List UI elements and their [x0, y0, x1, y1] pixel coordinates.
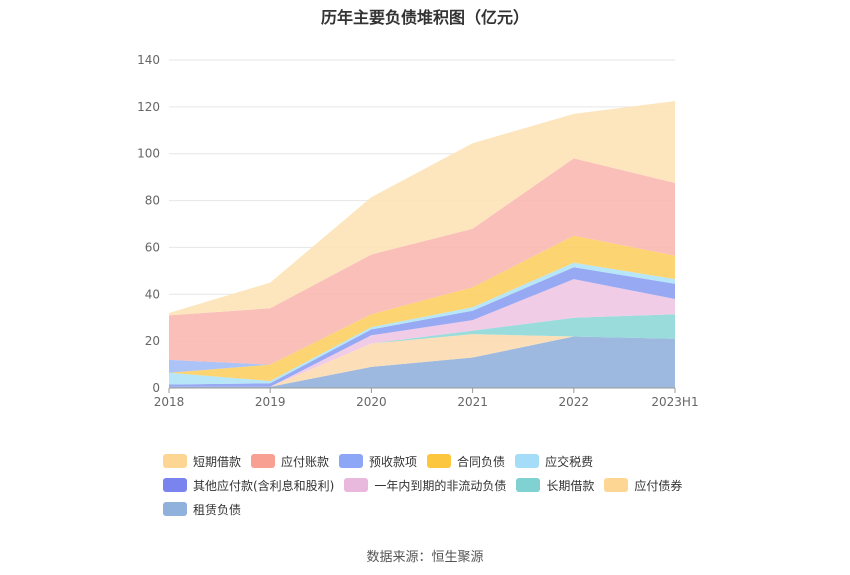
- legend-row: 租赁负债: [163, 497, 723, 521]
- legend-row: 短期借款 应付账款 预收款项 合同负债 应交税费: [163, 449, 723, 473]
- y-tick-label: 100: [137, 147, 160, 161]
- legend-label: 应付账款: [281, 454, 330, 469]
- legend-row: 其他应付款(含利息和股利) 一年内到期的非流动负债 长期借款 应付债券: [163, 473, 723, 497]
- y-tick-label: 20: [145, 334, 160, 348]
- legend-swatch: [163, 454, 187, 468]
- x-tick-label: 2022: [559, 395, 590, 409]
- area-短期借款: [169, 101, 675, 316]
- legend-label: 合同负债: [457, 454, 506, 469]
- x-tick-label: 2018: [154, 395, 185, 409]
- legend-item[interactable]: 租赁负债: [163, 501, 241, 518]
- legend-item[interactable]: 其他应付款(含利息和股利): [163, 477, 334, 494]
- y-tick-label: 40: [145, 287, 160, 301]
- legend-label: 长期借款: [546, 478, 595, 493]
- legend-item[interactable]: 应交税费: [515, 453, 593, 470]
- y-tick-label: 0: [152, 381, 160, 395]
- legend-label: 一年内到期的非流动负债: [374, 478, 507, 493]
- legend-label: 应付债券: [634, 478, 683, 493]
- area-长期借款: [169, 314, 675, 387]
- y-tick-label: 140: [137, 53, 160, 67]
- area-一年内到期的非流动负债: [169, 279, 675, 387]
- legend-swatch: [163, 502, 187, 516]
- legend-swatch: [339, 454, 364, 468]
- area-合同负债: [169, 235, 675, 381]
- y-tick-label: 60: [145, 240, 160, 254]
- legend: 短期借款 应付账款 预收款项 合同负债 应交税费其他应付款(含利息和股利) 一年内到期的非…: [163, 449, 723, 521]
- legend-item[interactable]: 应付账款: [251, 453, 329, 470]
- area-应付债券: [169, 334, 675, 387]
- legend-label: 租赁负债: [193, 502, 242, 517]
- y-tick-label: 80: [145, 194, 160, 208]
- legend-swatch: [516, 478, 541, 492]
- legend-swatch: [163, 478, 187, 492]
- axes: 0 20 40 60 80 100 120 140 2018 2019 2020 2021 2022 20…: [137, 53, 699, 409]
- x-tick-label: 2021: [457, 395, 488, 409]
- data-source: 数据来源：恒生聚源: [366, 550, 484, 565]
- legend-item[interactable]: 一年内到期的非流动负债: [344, 477, 506, 494]
- area-应交税费: [169, 262, 675, 385]
- legend-label: 应交税费: [545, 454, 594, 469]
- legend-item[interactable]: 预收款项: [339, 453, 417, 470]
- legend-item[interactable]: 长期借款: [516, 477, 594, 494]
- legend-item[interactable]: 短期借款: [163, 453, 241, 470]
- legend-swatch: [515, 454, 540, 468]
- legend-swatch: [427, 454, 452, 468]
- chart-title: 历年主要负债堆积图（亿元）: [320, 8, 529, 27]
- legend-label: 其他应付款(含利息和股利): [193, 478, 335, 493]
- legend-swatch: [344, 478, 369, 492]
- legend-swatch: [604, 478, 629, 492]
- x-tick-label: 2020: [356, 395, 387, 409]
- area-应付账款: [169, 158, 675, 365]
- legend-label: 预收款项: [369, 454, 418, 469]
- legend-swatch: [251, 454, 276, 468]
- legend-item[interactable]: 应付债券: [604, 477, 682, 494]
- legend-label: 短期借款: [193, 454, 242, 469]
- area-series: [169, 101, 675, 388]
- area-其他应付款(含利息和股利): [169, 267, 675, 387]
- legend-item[interactable]: 合同负债: [427, 453, 505, 470]
- area-租赁负债: [169, 336, 675, 388]
- y-tick-label: 120: [137, 100, 160, 114]
- x-tick-label: 2023H1: [651, 395, 698, 409]
- x-tick-label: 2019: [255, 395, 286, 409]
